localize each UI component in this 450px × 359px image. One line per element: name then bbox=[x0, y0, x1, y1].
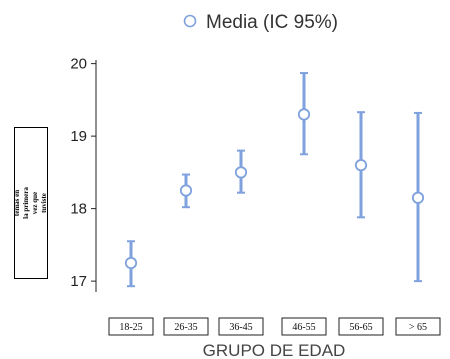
y-tick-label: 18 bbox=[70, 201, 87, 218]
y-tick-label: 17 bbox=[70, 273, 87, 290]
mean-point bbox=[179, 184, 193, 197]
y-tick-label: 20 bbox=[70, 56, 87, 73]
x-axis-label: GRUPO DE EDAD bbox=[203, 341, 346, 359]
x-tick-label: 26-35 bbox=[174, 322, 197, 333]
x-ticks: 18-25 26-35 36-45 46-55 56-65 > 65 bbox=[108, 317, 441, 336]
y-tick-label: 19 bbox=[70, 128, 87, 145]
x-tick-box bbox=[218, 317, 264, 336]
legend: Media (IC 95%) bbox=[183, 12, 338, 33]
x-tick-label: > 65 bbox=[409, 322, 427, 333]
y-ticks: 17 18 19 20 bbox=[70, 56, 96, 290]
mean-point bbox=[411, 191, 425, 204]
mean-point bbox=[234, 166, 248, 179]
x-tick-label: 46-55 bbox=[292, 322, 315, 333]
y-axis-label: ¿Cuántos años tenías en la primera vez q… bbox=[14, 187, 48, 219]
mean-point bbox=[354, 159, 368, 172]
plot-marks bbox=[124, 72, 425, 288]
mean-point bbox=[297, 108, 311, 121]
x-tick-box bbox=[281, 317, 327, 336]
y-axis-label-box: ¿Cuántos años tenías en la primera vez q… bbox=[14, 127, 48, 279]
x-tick-label: 18-25 bbox=[119, 322, 142, 333]
legend-label: Media (IC 95%) bbox=[206, 12, 338, 33]
x-tick-label: 56-65 bbox=[349, 322, 372, 333]
x-tick-box bbox=[395, 317, 441, 336]
x-tick-label: 36-45 bbox=[229, 322, 252, 333]
x-tick-box bbox=[338, 317, 384, 336]
legend-marker-icon bbox=[183, 14, 197, 28]
x-tick-box bbox=[163, 317, 209, 336]
mean-point bbox=[124, 256, 138, 270]
x-tick-box bbox=[108, 317, 154, 336]
